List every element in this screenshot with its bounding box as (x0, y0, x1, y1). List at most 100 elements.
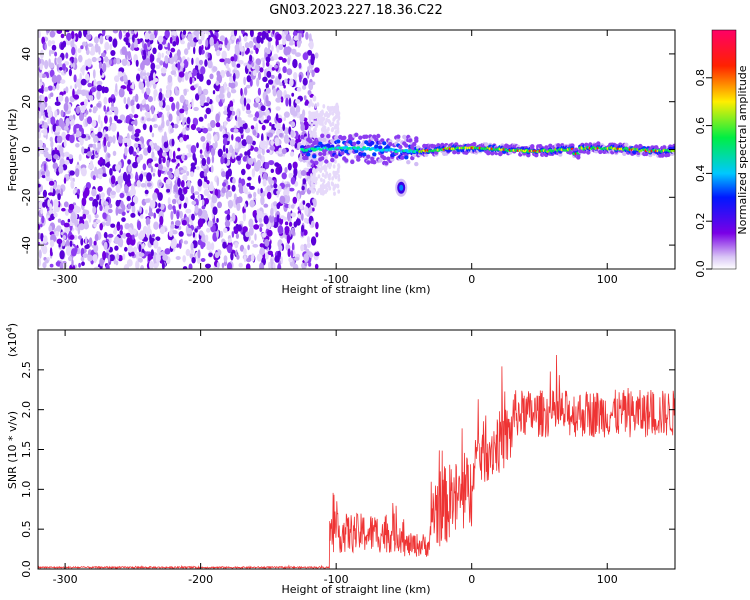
spectrogram-cell (211, 155, 215, 164)
spectrogram-cell (131, 30, 134, 35)
spectrogram-cell (173, 123, 179, 129)
y-tick-label: 0.0 (20, 560, 33, 578)
spectrogram-cell (92, 175, 96, 181)
spectrogram-cell (162, 156, 166, 164)
spectrogram-cell (166, 89, 171, 98)
spectrogram-cell (142, 123, 147, 131)
spectrogram-cell (244, 151, 248, 156)
spectrogram-cell (255, 58, 262, 66)
spectrogram-cell (282, 123, 286, 131)
spectrogram-cell (230, 89, 237, 94)
spectrogram-cell (200, 154, 204, 160)
spectrogram-cell (101, 86, 106, 94)
spectrogram-cell (187, 33, 193, 42)
spectrogram-cell (285, 34, 292, 42)
spectrogram-cell (128, 90, 133, 95)
spectrogram-cell (49, 263, 54, 268)
spectrogram-cell (250, 50, 254, 54)
spectrogram-cell (384, 161, 389, 166)
spectrogram-cell (272, 30, 275, 35)
spectrogram-cell (265, 87, 271, 94)
spectrogram-cell (182, 118, 185, 127)
spectrogram-cell (48, 217, 52, 222)
spectrogram-cell (326, 134, 331, 139)
spectrogram-cell (303, 217, 309, 224)
spectrogram-cell (47, 85, 54, 91)
spectrogram-cell (165, 104, 171, 112)
spectrogram-cell (264, 68, 267, 79)
spectrogram-cell (69, 175, 73, 181)
spectrogram-cell (71, 259, 74, 267)
spectrogram-cell (322, 184, 326, 190)
spectrogram-cell (337, 174, 341, 179)
spectrogram-cell (226, 213, 231, 221)
spectrogram-cell (75, 106, 81, 114)
spectrogram-cell (183, 202, 188, 209)
spectrogram-cell (218, 93, 225, 100)
spectrogram-cell (203, 175, 208, 183)
spectrogram-cell (226, 70, 230, 78)
spectrogram-cell (197, 218, 204, 228)
spectrogram-cell (234, 147, 240, 153)
spectrogram-cell (153, 254, 156, 264)
spectrogram-cell (110, 190, 116, 196)
spectrogram-cell (92, 109, 97, 114)
spectrogram-cell (247, 157, 254, 165)
spectrogram-cell (104, 41, 110, 51)
spectrogram-cell (234, 46, 240, 56)
spectrogram-cell (279, 133, 283, 138)
spectrogram-cell (324, 183, 328, 188)
spectrogram-cell (170, 70, 177, 76)
spectrogram-cell (157, 35, 164, 43)
spectrogram-cell (576, 155, 581, 160)
spectrogram-cell (38, 183, 41, 188)
x-tick-label: 0 (468, 573, 475, 586)
spectrogram-cell (276, 190, 280, 195)
spectrogram-cell (255, 111, 260, 119)
spectrogram-cell (245, 84, 251, 89)
spectrogram-cell (233, 53, 238, 62)
spectrogram-cell (192, 231, 196, 238)
spectrogram-cell (226, 262, 233, 269)
spectrogram-cell (121, 217, 126, 223)
spectrogram-cell (318, 137, 323, 142)
spectrogram-cell (556, 143, 561, 148)
spectrogram-cell (295, 105, 301, 114)
y-tick-label: 2.0 (20, 401, 33, 419)
spectrogram-cell (231, 59, 236, 68)
spectrogram-cell (112, 150, 117, 156)
spectrogram-cell (189, 76, 193, 85)
spectrogram-cell (235, 141, 239, 149)
spectrogram-cell (193, 106, 199, 112)
spectrogram-cell (142, 98, 147, 104)
spectrogram-cell (622, 151, 627, 156)
spectrogram-cell (157, 168, 162, 178)
spectrogram-cell (223, 120, 227, 128)
spectrogram-cell (158, 202, 161, 208)
spectrogram-cell (185, 208, 192, 214)
spectrogram-cell (267, 30, 271, 34)
spectrogram-cell (278, 165, 283, 174)
spectrogram-cell (38, 258, 41, 267)
spectrogram-cell (43, 122, 48, 129)
spectrogram-cell (169, 149, 173, 159)
spectrogram-cell (153, 123, 159, 129)
spectrogram-cell (190, 123, 196, 131)
spectrogram-cell (266, 47, 271, 55)
spectrogram-cell (236, 254, 240, 260)
spectrogram-cell (229, 217, 232, 223)
spectrogram-cell (130, 99, 135, 107)
spectrogram-cell (96, 146, 100, 154)
spectrogram-cell (406, 160, 411, 165)
spectrogram-cell (125, 39, 129, 46)
spectrogram-cell (313, 114, 317, 120)
spectrogram-cell (206, 96, 211, 103)
spectrogram-cell (290, 204, 295, 209)
spectrogram-cell (291, 92, 295, 97)
spectrogram-cell (48, 225, 53, 232)
spectrogram-cell (261, 124, 266, 131)
spectrogram-cell (244, 187, 248, 195)
spectrogram-cell (64, 208, 69, 216)
spectrogram-cell (288, 187, 295, 192)
spectrogram-cell (150, 62, 156, 71)
